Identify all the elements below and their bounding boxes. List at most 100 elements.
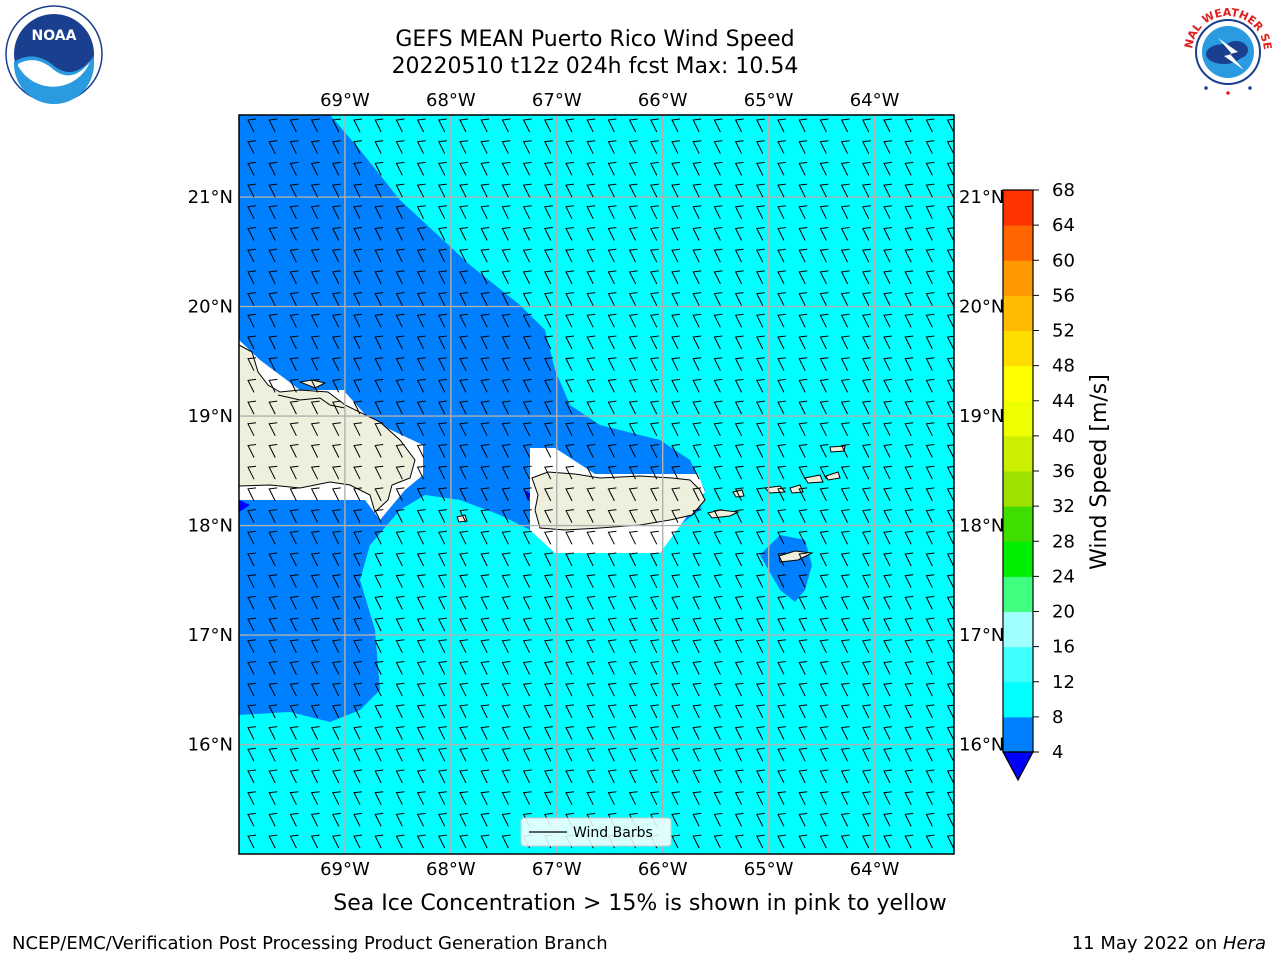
wind-barb	[565, 791, 575, 805]
wind-barb	[777, 227, 787, 241]
wind-barb	[650, 530, 659, 545]
wind-barb	[438, 161, 447, 176]
wind-barb	[353, 444, 363, 458]
wind-barb	[480, 400, 490, 415]
wind-barb	[713, 834, 723, 849]
wind-barb	[925, 357, 935, 371]
wind-barb	[332, 140, 341, 154]
colorbar-tick-label: 36	[1052, 461, 1075, 482]
wind-barb	[840, 183, 850, 198]
wind-barb	[840, 791, 850, 805]
wind-barb	[904, 769, 914, 784]
footer-branch: NCEP/EMC/Verification Post Processing Pr…	[12, 933, 608, 954]
wind-barb	[480, 183, 490, 198]
wind-barb	[501, 617, 511, 632]
wind-barb	[862, 335, 871, 350]
wind-barb	[946, 617, 954, 632]
wind-barb	[353, 704, 363, 719]
wind-barb	[904, 444, 914, 458]
wind-barb	[628, 313, 638, 328]
wind-barb	[883, 313, 893, 328]
wind-barb	[734, 617, 744, 632]
wind-barb	[438, 357, 447, 371]
wind-barb	[416, 313, 426, 328]
wind-barb	[374, 422, 384, 437]
wind-barb	[650, 378, 659, 393]
wind-barb	[522, 487, 532, 502]
wind-barb	[925, 747, 935, 762]
wind-barb	[565, 769, 575, 784]
wind-barb	[607, 769, 617, 784]
wind-barb	[268, 227, 278, 241]
wind-barb	[777, 726, 787, 740]
wind-barb	[756, 270, 765, 285]
wind-barb	[840, 552, 850, 567]
wind-barb	[734, 205, 744, 220]
wind-barb	[544, 140, 553, 154]
wind-barb	[692, 704, 702, 719]
wind-barb	[416, 335, 426, 350]
wind-barb	[395, 422, 405, 437]
wind-barb	[501, 313, 511, 328]
wind-barb	[862, 205, 871, 220]
wind-barb	[565, 617, 575, 632]
wind-barb	[883, 444, 893, 458]
wind-barb	[268, 791, 278, 805]
wind-barb	[756, 509, 765, 523]
wind-barb	[459, 769, 469, 784]
wind-barb	[480, 530, 490, 545]
wind-barb	[310, 812, 320, 827]
wind-barb	[289, 335, 299, 350]
wind-barb	[798, 509, 808, 523]
wind-barb	[353, 682, 363, 697]
wind-barb	[438, 747, 447, 762]
wind-barb	[904, 270, 914, 285]
wind-barb	[395, 509, 405, 523]
wind-barb	[819, 335, 829, 350]
wind-barb	[946, 335, 954, 350]
wind-barb	[862, 378, 871, 393]
wind-barb	[628, 444, 638, 458]
wind-barb	[713, 227, 723, 241]
wind-barb	[395, 812, 405, 827]
wind-barb	[289, 552, 299, 567]
wind-barb	[628, 704, 638, 719]
wind-barb	[247, 639, 257, 654]
wind-barb	[544, 313, 553, 328]
wind-barb	[501, 161, 511, 176]
wind-barb	[650, 313, 659, 328]
wind-barb	[501, 661, 511, 675]
wind-barb	[777, 812, 787, 827]
wind-barb	[840, 248, 850, 263]
wind-barb	[628, 661, 638, 675]
wind-barb	[247, 769, 257, 784]
wind-barb	[777, 834, 787, 849]
wind-barb	[501, 812, 511, 827]
wind-barb	[734, 313, 744, 328]
wind-barb	[713, 444, 723, 458]
longitude-label: 68°W	[426, 859, 476, 880]
wind-barb	[310, 422, 320, 437]
wind-barb	[777, 357, 787, 371]
wind-barb	[925, 444, 935, 458]
wind-barb	[459, 422, 469, 437]
wind-barb	[459, 574, 469, 588]
wind-barb	[840, 227, 850, 241]
wind-barb	[628, 682, 638, 697]
wind-barb	[883, 205, 893, 220]
colorbar-tick-label: 40	[1052, 426, 1075, 447]
wind-barb	[713, 791, 723, 805]
wind-barb	[247, 335, 257, 350]
wind-barb	[353, 726, 363, 740]
latitude-label: 19°N	[959, 406, 1004, 427]
wind-barb	[946, 357, 954, 371]
wind-barb	[480, 465, 490, 480]
wind-barb	[734, 465, 744, 480]
wind-barb	[607, 335, 617, 350]
wind-barb	[840, 726, 850, 740]
wind-barb	[353, 509, 363, 523]
footer-date: 11 May 2022 on Hera	[1072, 933, 1266, 954]
wind-barb	[438, 248, 447, 263]
wind-barb	[862, 574, 871, 588]
wind-barb	[501, 639, 511, 654]
